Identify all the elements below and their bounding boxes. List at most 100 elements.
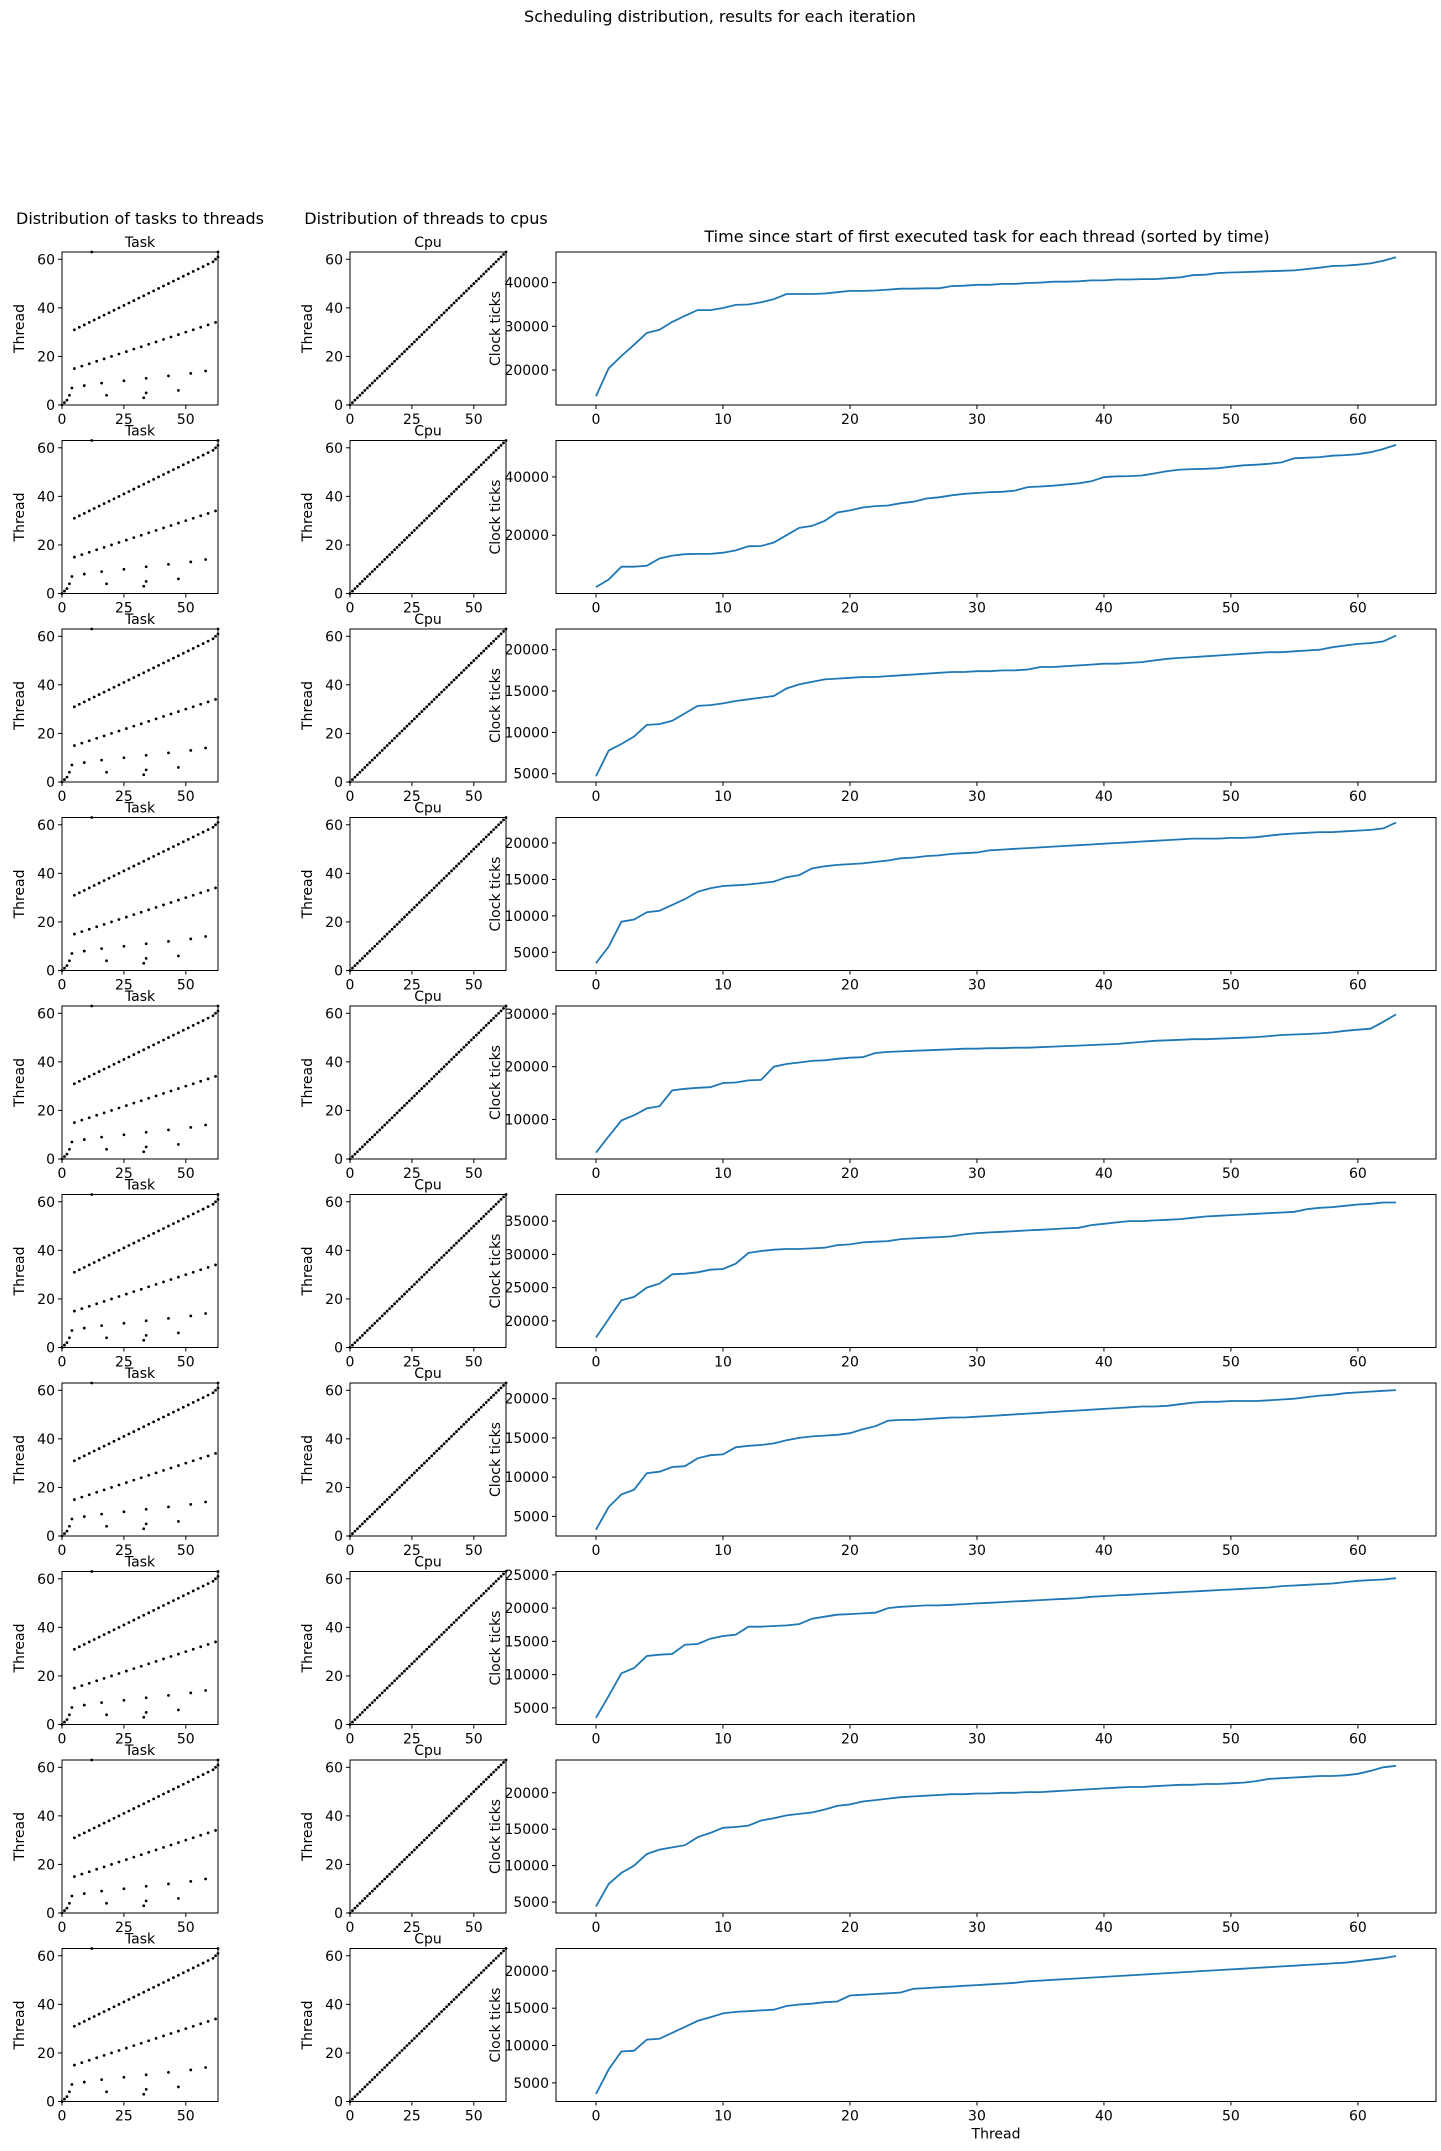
data-point: [214, 1577, 217, 1581]
data-point: [497, 446, 500, 450]
data-point: [410, 1662, 414, 1666]
data-point: [147, 1611, 151, 1615]
data-point: [142, 1904, 146, 1908]
data-point: [440, 1067, 444, 1071]
x-tick-label: 25: [403, 1732, 421, 1748]
data-point: [144, 1319, 148, 1323]
col-title-cpus: Distribution of threads to cpus: [304, 209, 547, 228]
data-point: [383, 1877, 387, 1881]
data-point: [353, 964, 357, 968]
data-point: [435, 695, 439, 699]
y-tick-label: 40000: [504, 276, 549, 292]
data-point: [400, 1860, 404, 1864]
data-point: [469, 1981, 473, 1984]
data-point: [117, 2002, 121, 2006]
data-point: [206, 639, 210, 643]
data-point: [214, 257, 217, 261]
x-tick-label: 50: [465, 1732, 483, 1748]
data-point: [415, 1092, 419, 1095]
data-point: [370, 1324, 374, 1328]
data-point: [360, 768, 364, 772]
data-point: [216, 1197, 220, 1201]
data-point: [450, 1246, 453, 1250]
data-point: [112, 1628, 116, 1632]
data-point: [395, 1865, 399, 1869]
data-point: [412, 528, 416, 532]
x-tick-label: 50: [177, 1166, 195, 1182]
data-point: [122, 2000, 126, 2004]
panel-title: Cpu: [414, 1178, 442, 1194]
data-point: [403, 1669, 406, 1673]
x-tick-label: 0: [592, 1543, 601, 1559]
data-point: [365, 1329, 369, 1332]
data-point: [132, 487, 136, 491]
data-point: [467, 1229, 471, 1233]
data-point: [502, 818, 505, 822]
data-point: [176, 1652, 180, 1656]
data-point: [398, 1109, 401, 1112]
x-tick-label: 50: [1222, 1166, 1240, 1182]
data-point: [68, 1336, 71, 1340]
data-point: [77, 1079, 81, 1083]
y-tick-label: 40: [325, 1809, 343, 1825]
y-tick-label: 20000: [504, 1601, 549, 1617]
data-point: [117, 1295, 121, 1298]
data-point: [82, 2080, 86, 2084]
data-point: [502, 1384, 505, 1387]
data-point: [489, 1584, 493, 1588]
x-tick-label: 20: [841, 789, 859, 805]
data-point: [415, 1846, 419, 1849]
y-tick-label: 60: [325, 1949, 343, 1965]
data-point: [201, 1019, 205, 1022]
data-point: [77, 1456, 81, 1460]
data-point: [398, 732, 401, 735]
data-point: [432, 698, 436, 701]
data-point: [455, 299, 458, 302]
data-point: [139, 1287, 143, 1291]
data-point: [105, 1713, 108, 1717]
data-point: [214, 1011, 217, 1015]
y-axis-label: Thread: [300, 2001, 316, 2051]
y-axis-label: Thread: [12, 1058, 28, 1108]
data-point: [176, 1897, 180, 1900]
x-tick-label: 60: [1349, 2109, 1367, 2125]
data-point: [474, 656, 478, 660]
data-point: [112, 308, 116, 312]
data-point: [351, 1532, 354, 1535]
data-point: [420, 333, 424, 336]
data-point: [435, 2015, 439, 2018]
data-point: [87, 550, 91, 554]
data-point: [147, 1234, 151, 1238]
data-point: [100, 1701, 104, 1705]
axes-frame: [349, 1948, 507, 2102]
data-point: [102, 1256, 106, 1260]
data-point: [144, 753, 148, 757]
data-point: [206, 511, 210, 515]
x-tick-label: 0: [592, 1920, 601, 1936]
data-point: [162, 338, 165, 341]
panel-title: Task: [124, 235, 156, 251]
data-point: [452, 1621, 456, 1624]
data-point: [169, 1843, 173, 1847]
y-tick-label: 40: [325, 1620, 343, 1636]
data-point: [472, 659, 476, 662]
y-tick-label: 20: [325, 915, 343, 931]
data-point: [72, 328, 76, 332]
data-point: [117, 494, 121, 498]
data-point: [82, 511, 86, 515]
y-tick-label: 0: [334, 1529, 343, 1545]
data-point: [90, 1193, 94, 1196]
data-point: [181, 651, 185, 655]
y-tick-label: 40000: [504, 470, 549, 486]
data-point: [432, 2017, 436, 2021]
y-tick-label: 20000: [504, 836, 549, 852]
x-tick-label: 10: [714, 1166, 732, 1182]
y-tick-label: 20000: [504, 528, 549, 544]
data-point: [186, 1780, 190, 1784]
data-point: [191, 835, 195, 839]
data-point: [132, 536, 136, 540]
data-point: [102, 1111, 106, 1115]
data-point: [383, 2066, 387, 2069]
data-point: [425, 328, 429, 332]
